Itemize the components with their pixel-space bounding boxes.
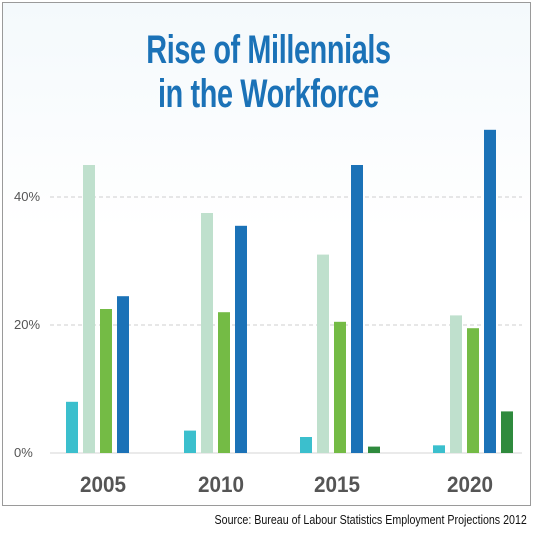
y-tick-label: 40% <box>14 189 40 204</box>
bar-2015-s1 <box>300 437 312 453</box>
bar-2020-s4 <box>484 129 496 454</box>
bar-2010-s1 <box>184 430 196 453</box>
bar-2005-s4 <box>117 296 129 453</box>
chart-title-line2: in the Workforce <box>158 72 379 116</box>
bar-2020-s2 <box>450 315 462 453</box>
bar-2005-s3 <box>100 309 112 453</box>
x-category-label: 2020 <box>447 472 493 497</box>
bar-2005-s2 <box>83 165 95 453</box>
y-tick-label: 0% <box>14 445 33 460</box>
bar-2010-s2 <box>201 213 213 453</box>
bar-2015-s5 <box>368 446 380 453</box>
y-tick-label: 20% <box>14 317 40 332</box>
x-category-label: 2005 <box>80 472 126 497</box>
bar-2015-s2 <box>317 254 329 453</box>
bar-2020-s1 <box>433 445 445 453</box>
x-category-label: 2015 <box>314 472 360 497</box>
source-note: Source: Bureau of Labour Statistics Empl… <box>214 512 527 527</box>
bar-2005-s1 <box>66 401 78 453</box>
bar-2015-s4 <box>351 165 363 453</box>
x-category-label: 2010 <box>198 472 244 497</box>
bar-2010-s4 <box>235 225 247 453</box>
chart-title-line1: Rise of Millennials <box>146 28 391 72</box>
bar-2020-s5 <box>501 411 513 453</box>
bar-2010-s3 <box>218 312 230 453</box>
bar-2015-s3 <box>334 321 346 453</box>
bar-2020-s3 <box>467 328 479 453</box>
